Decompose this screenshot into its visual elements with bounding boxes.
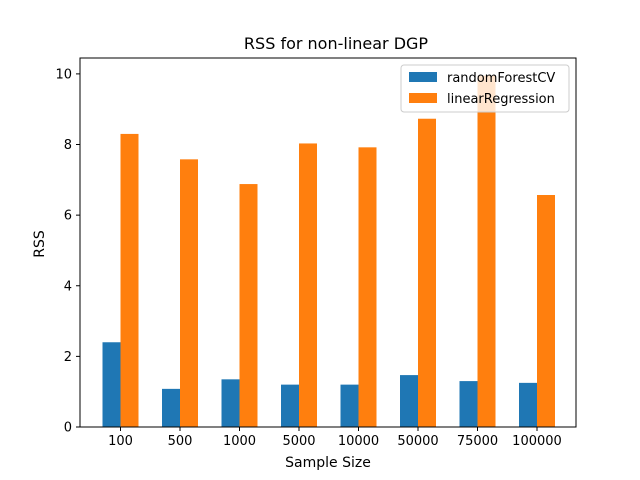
bar-linearRegression-500 bbox=[180, 159, 198, 427]
x-tick-label: 100000 bbox=[512, 434, 562, 449]
legend: randomForestCV linearRegression bbox=[400, 64, 570, 113]
y-axis-label: RSS bbox=[32, 230, 48, 258]
legend-label-linearRegression: linearRegression bbox=[447, 92, 555, 107]
x-tick-label: 10000 bbox=[338, 434, 379, 449]
y-tick-label: 8 bbox=[64, 138, 72, 153]
bar-linearRegression-50000 bbox=[418, 118, 436, 428]
bar-linearRegression-1000 bbox=[239, 184, 258, 427]
legend-label-randomForestCV: randomForestCV bbox=[447, 71, 555, 86]
chart-title: RSS for non-linear DGP bbox=[244, 34, 429, 53]
y-tick-label: 4 bbox=[64, 279, 72, 294]
y-tick-label: 10 bbox=[55, 67, 72, 82]
legend-swatch-linearRegression bbox=[409, 93, 437, 103]
bar-randomForestCV-75000 bbox=[459, 381, 478, 427]
bar-linearRegression-10000 bbox=[358, 147, 377, 427]
legend-box bbox=[400, 64, 570, 113]
y-tick-label: 6 bbox=[64, 209, 72, 224]
bars-group bbox=[102, 75, 555, 428]
legend-swatch-randomForestCV bbox=[409, 72, 437, 82]
bar-randomForestCV-100000 bbox=[519, 382, 537, 427]
x-tick-label: 5000 bbox=[282, 434, 315, 449]
bar-linearRegression-100 bbox=[120, 133, 139, 428]
x-tick-label: 75000 bbox=[457, 434, 498, 449]
y-tick-label: 0 bbox=[64, 421, 72, 436]
x-tick-label: 1000 bbox=[223, 434, 256, 449]
bar-linearRegression-75000 bbox=[477, 75, 496, 427]
plot-frame bbox=[79, 57, 577, 428]
bar-randomForestCV-50000 bbox=[400, 375, 418, 427]
bar-randomForestCV-500 bbox=[162, 388, 180, 427]
bar-randomForestCV-5000 bbox=[281, 384, 299, 427]
bar-linearRegression-5000 bbox=[299, 143, 317, 427]
bar-randomForestCV-100 bbox=[102, 342, 121, 427]
x-tick-label: 100 bbox=[108, 434, 133, 449]
bar-randomForestCV-10000 bbox=[340, 384, 359, 427]
bar-linearRegression-100000 bbox=[537, 195, 555, 427]
x-tick-label: 50000 bbox=[397, 434, 438, 449]
x-axis-label: Sample Size bbox=[285, 455, 371, 471]
y-tick-label: 2 bbox=[64, 350, 72, 365]
axes-group: 100 500 1000 5000 10000 50000 75000 100000 0 2 4 6 8… bbox=[55, 57, 577, 449]
x-tick-label: 500 bbox=[168, 434, 193, 449]
bar-randomForestCV-1000 bbox=[221, 379, 240, 427]
